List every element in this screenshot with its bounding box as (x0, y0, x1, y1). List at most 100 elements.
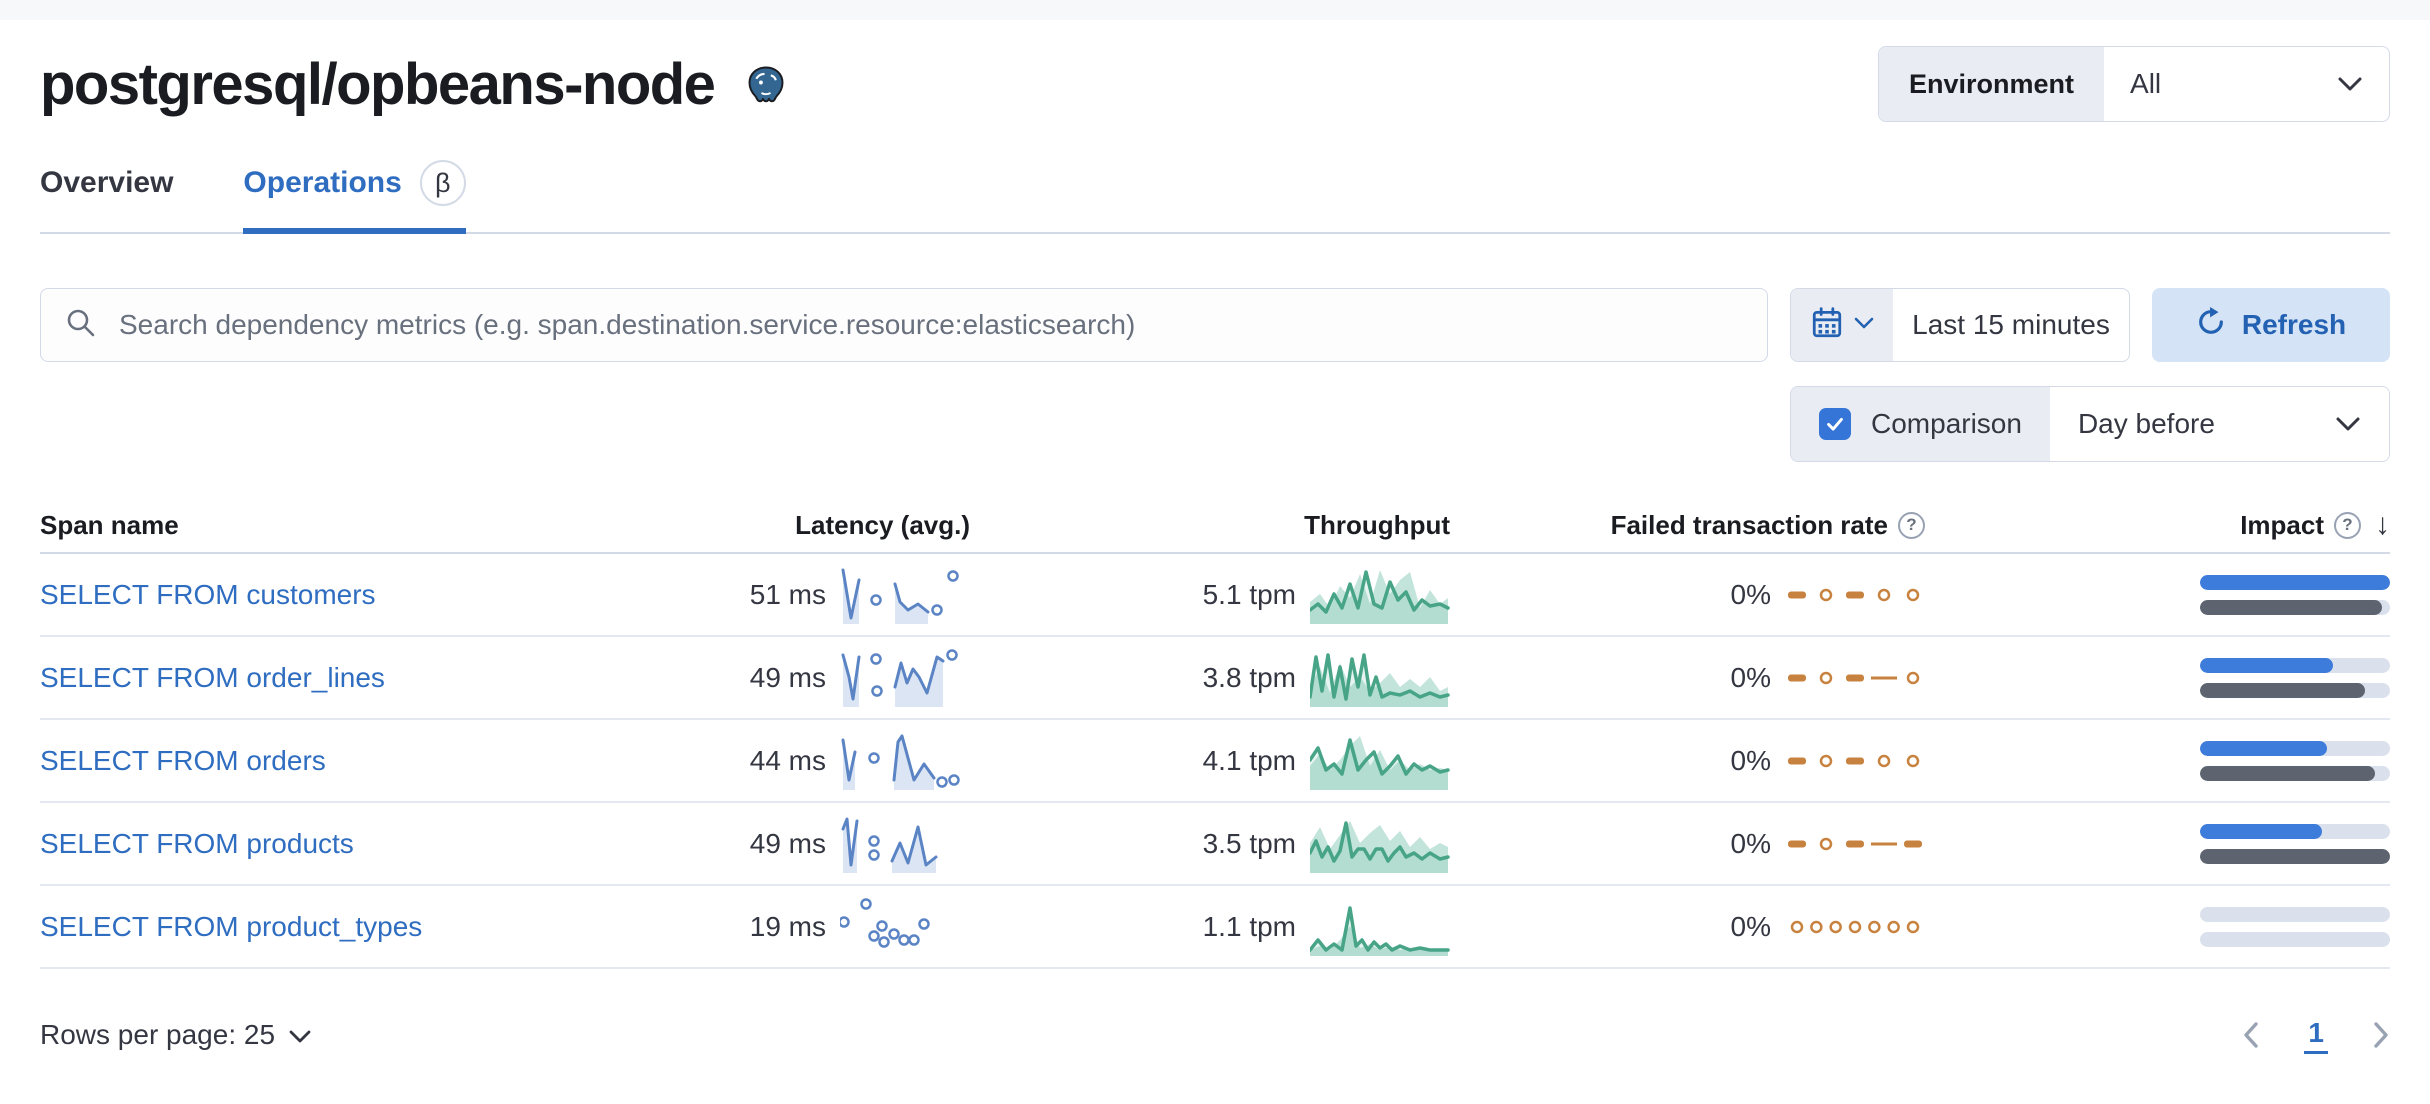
column-header-span-name: Span name (40, 510, 540, 541)
chevron-down-icon (2337, 68, 2363, 100)
page-number[interactable]: 1 (2304, 1017, 2328, 1054)
throughput-sparkline (1310, 905, 1450, 956)
search-input[interactable] (117, 308, 1743, 342)
postgresql-icon (742, 63, 790, 116)
tabs: Overview Operations β (40, 160, 2390, 234)
throughput-value: 4.1 tpm (1202, 744, 1296, 776)
refresh-button[interactable]: Refresh (2152, 288, 2390, 362)
span-name-link[interactable]: SELECT FROM customers (40, 578, 376, 610)
impact-bars (2200, 823, 2390, 864)
throughput-header-label: Throughput (1304, 509, 1450, 540)
chevron-down-icon (2335, 408, 2361, 440)
tab-operations[interactable]: Operations β (243, 160, 467, 234)
column-header-latency[interactable]: Latency (avg.) (540, 510, 970, 541)
date-quick-select-button[interactable] (1791, 289, 1893, 361)
latency-value: 49 ms (749, 827, 826, 859)
refresh-label: Refresh (2241, 309, 2347, 340)
table-row: SELECT FROM orders 44 ms 4.1 tpm 0% (40, 720, 2390, 803)
impact-bars (2200, 574, 2390, 615)
latency-header-label: Latency (avg.) (795, 509, 970, 540)
calendar-icon (1810, 306, 1844, 345)
failed-rate-sparkline (1788, 837, 1922, 850)
rows-per-page-label: Rows per page: 25 (40, 1019, 276, 1050)
throughput-sparkline (1310, 569, 1450, 624)
latency-sparkline (841, 568, 959, 624)
chevron-down-icon (1854, 316, 1874, 335)
top-strip (0, 0, 2430, 20)
time-range-button[interactable]: Last 15 minutes (1893, 289, 2129, 361)
time-range-label: Last 15 minutes (1912, 309, 2110, 340)
tab-overview[interactable]: Overview (40, 160, 173, 232)
comparison-toggle: Comparison (1791, 387, 2050, 461)
table-row: SELECT FROM product_types 19 ms 1.1 tpm … (40, 886, 2390, 969)
throughput-value: 3.5 tpm (1202, 827, 1296, 859)
impact-bars (2200, 740, 2390, 781)
page-title: postgresql/opbeans-node (40, 51, 716, 117)
comparison-select[interactable]: Day before (2049, 387, 2389, 461)
column-header-failed-rate[interactable]: Failed transaction rate ? (1450, 510, 1925, 541)
failed-rate-value: 0% (1730, 910, 1771, 942)
search-box (40, 288, 1768, 362)
throughput-sparkline (1310, 820, 1450, 873)
header: postgresql/opbeans-node Environment All (40, 36, 2390, 132)
pagination: 1 (2242, 1017, 2390, 1054)
failed-rate-sparkline (1788, 588, 1920, 601)
failed-rate-sparkline (1788, 754, 1920, 767)
table-footer: Rows per page: 25 1 (40, 1005, 2390, 1065)
comparison-row: Comparison Day before (40, 386, 2390, 462)
impact-bars (2200, 906, 2390, 947)
throughput-sparkline (1310, 652, 1450, 707)
question-icon[interactable]: ? (1898, 511, 1925, 539)
comparison-value: Day before (2077, 408, 2215, 439)
throughput-sparkline (1310, 735, 1450, 790)
rows-per-page-button[interactable]: Rows per page: 25 (40, 1019, 311, 1051)
failed-rate-value: 0% (1730, 744, 1771, 776)
throughput-value: 5.1 tpm (1202, 578, 1296, 610)
next-page-icon[interactable] (2372, 1021, 2390, 1049)
tab-overview-label: Overview (40, 166, 174, 199)
throughput-value: 1.1 tpm (1202, 910, 1296, 942)
environment-select[interactable]: Environment All (1878, 46, 2390, 122)
span-name-link[interactable]: SELECT FROM products (40, 827, 354, 859)
chevron-down-icon (289, 1019, 311, 1051)
environment-value: All (2130, 68, 2162, 99)
failed-rate-sparkline (1790, 920, 1920, 933)
comparison-group: Comparison Day before (1790, 386, 2390, 462)
failed-rate-value: 0% (1730, 578, 1771, 610)
latency-value: 49 ms (749, 661, 826, 693)
span-name-link[interactable]: SELECT FROM orders (40, 744, 326, 776)
latency-value: 19 ms (749, 910, 826, 942)
impact-header-label: Impact (2240, 509, 2324, 540)
environment-label: Environment (1879, 47, 2105, 121)
date-picker: Last 15 minutes (1790, 288, 2130, 362)
span-name-header-label: Span name (40, 509, 179, 540)
operations-table: Span name Latency (avg.) Throughput Fail… (40, 498, 2390, 969)
comparison-checkbox[interactable] (1819, 408, 1851, 440)
beta-badge: β (419, 160, 466, 206)
previous-page-icon[interactable] (2242, 1021, 2260, 1049)
search-icon (65, 307, 97, 344)
latency-sparkline (841, 648, 958, 707)
latency-sparkline (841, 817, 938, 873)
column-header-throughput[interactable]: Throughput (970, 510, 1450, 541)
table-row: SELECT FROM customers 51 ms 5.1 tpm 0% (40, 554, 2390, 637)
span-name-link[interactable]: SELECT FROM order_lines (40, 661, 385, 693)
failed-rate-sparkline (1788, 671, 1920, 684)
comparison-label: Comparison (1871, 408, 2022, 439)
table-row: SELECT FROM products 49 ms 3.5 tpm 0% (40, 803, 2390, 886)
failed-rate-header-label: Failed transaction rate (1610, 509, 1888, 540)
impact-bars (2200, 657, 2390, 698)
column-header-impact[interactable]: Impact ? ↓ (1925, 508, 2390, 542)
question-icon[interactable]: ? (2334, 511, 2361, 539)
tab-operations-label: Operations (243, 166, 402, 199)
table-row: SELECT FROM order_lines 49 ms 3.8 tpm 0% (40, 637, 2390, 720)
controls-row: Last 15 minutes Refresh (40, 288, 2390, 362)
refresh-icon (2196, 306, 2226, 344)
latency-sparkline (840, 897, 930, 948)
latency-value: 51 ms (749, 578, 826, 610)
throughput-value: 3.8 tpm (1202, 661, 1296, 693)
latency-value: 44 ms (749, 744, 826, 776)
table-header: Span name Latency (avg.) Throughput Fail… (40, 498, 2390, 554)
sort-desc-icon: ↓ (2375, 508, 2390, 541)
span-name-link[interactable]: SELECT FROM product_types (40, 910, 423, 942)
